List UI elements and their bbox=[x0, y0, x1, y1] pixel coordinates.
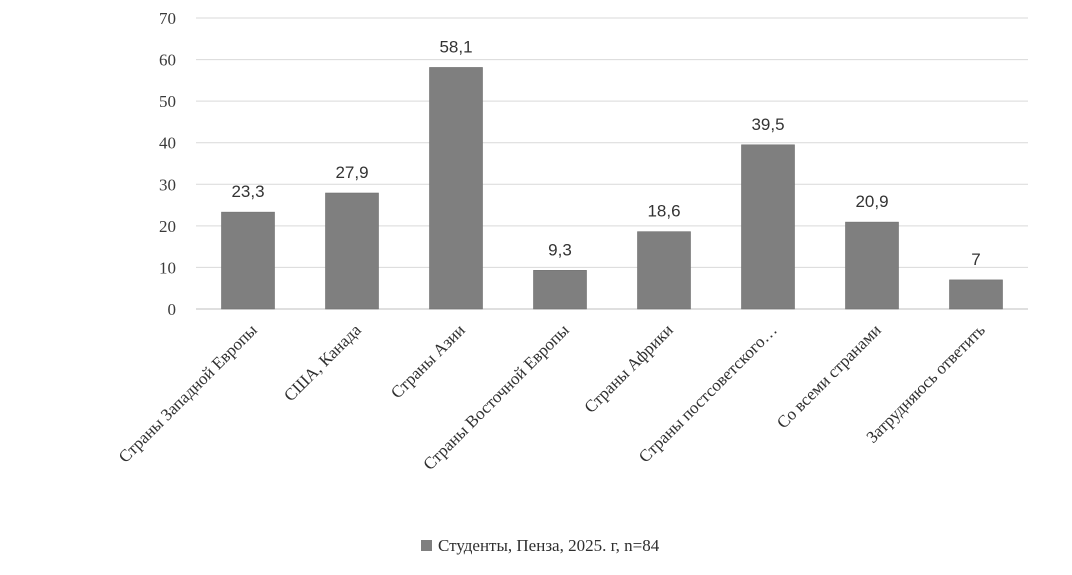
data-label: 20,9 bbox=[855, 192, 888, 211]
data-label: 58,1 bbox=[439, 37, 472, 56]
category-label: Страны Африки bbox=[581, 320, 677, 416]
gridlines bbox=[196, 17, 1028, 310]
y-tick-label: 20 bbox=[159, 217, 176, 236]
bar bbox=[845, 221, 899, 310]
y-tick-label: 0 bbox=[168, 300, 177, 319]
y-tick-label: 40 bbox=[159, 134, 176, 153]
bar bbox=[637, 231, 691, 310]
data-labels: 23,3 27,9 58,1 9,3 18,6 39,5 20,9 7 bbox=[231, 37, 980, 268]
y-tick-label: 60 bbox=[159, 51, 176, 70]
data-label: 27,9 bbox=[335, 163, 368, 182]
data-label: 23,3 bbox=[231, 182, 264, 201]
bar bbox=[325, 192, 379, 310]
data-label: 18,6 bbox=[647, 202, 680, 221]
category-label: Страны Азии bbox=[387, 320, 469, 402]
bar bbox=[429, 67, 483, 310]
category-label: США, Канада bbox=[280, 320, 365, 405]
bar bbox=[949, 279, 1003, 310]
category-label: Страны Западной Европы bbox=[115, 320, 261, 466]
y-axis-tick-labels: 0 10 20 30 40 50 60 70 bbox=[159, 9, 176, 319]
legend: Студенты, Пенза, 2025. г, n=84 bbox=[421, 536, 660, 555]
legend-swatch bbox=[421, 540, 432, 551]
bar bbox=[533, 270, 587, 310]
data-label: 9,3 bbox=[548, 240, 572, 259]
y-tick-label: 10 bbox=[159, 258, 176, 277]
data-label: 39,5 bbox=[751, 115, 784, 134]
y-tick-label: 30 bbox=[159, 175, 176, 194]
category-labels: Страны Западной Европы США, Канада Страны … bbox=[115, 320, 989, 474]
y-tick-label: 50 bbox=[159, 92, 176, 111]
bar bbox=[741, 144, 795, 310]
data-label: 7 bbox=[971, 250, 980, 269]
bars bbox=[221, 67, 1003, 310]
bar bbox=[221, 211, 275, 310]
y-tick-label: 70 bbox=[159, 9, 176, 28]
legend-label: Студенты, Пенза, 2025. г, n=84 bbox=[438, 536, 660, 555]
category-label: Со всеми странами bbox=[773, 320, 885, 432]
category-label: Затрудняюсь ответить bbox=[862, 320, 989, 447]
